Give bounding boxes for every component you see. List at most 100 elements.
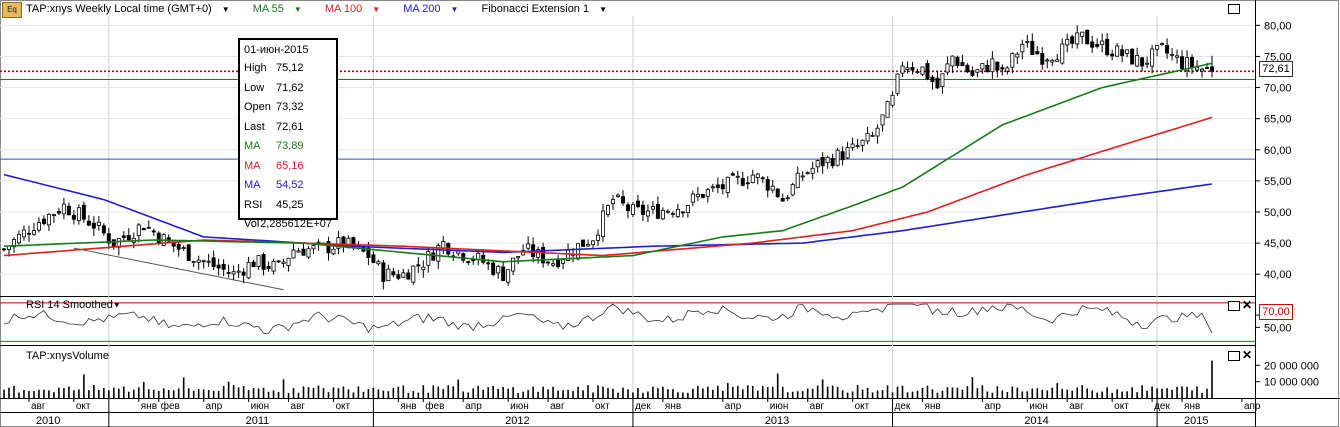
candle-body — [266, 265, 271, 270]
month-label: янв — [1184, 401, 1200, 412]
candle-body — [306, 248, 311, 258]
candle-body — [925, 63, 930, 80]
candle-body — [371, 254, 376, 263]
ma55-menu[interactable]: MA 55 ▼ — [253, 3, 312, 15]
candle-body — [376, 261, 381, 265]
year-label: 2014 — [1024, 415, 1048, 427]
month-label: июн — [251, 401, 270, 412]
symbol-label: TAP:xnys Weekly Local time (GMT+0) — [26, 3, 212, 15]
candle-body — [1050, 59, 1055, 63]
candle-body — [1120, 49, 1125, 57]
year-label: 2012 — [505, 415, 529, 427]
dropdown-icon: ▼ — [221, 4, 230, 14]
candle-body — [1180, 56, 1185, 69]
price-tick-label: 40,00 — [1264, 269, 1292, 281]
candle-body — [511, 257, 516, 272]
candle-body — [91, 222, 96, 229]
candle-body — [865, 133, 870, 142]
candle-body — [271, 261, 276, 272]
candle-body — [760, 177, 765, 180]
candle-body — [31, 230, 36, 235]
candle-body — [885, 101, 890, 118]
candle-body — [71, 215, 76, 220]
candle-body — [1045, 59, 1050, 62]
month-label: авг — [291, 401, 306, 412]
info-value: 72,61 — [276, 120, 304, 133]
candle-body — [526, 243, 531, 249]
candle-body — [51, 213, 56, 216]
candle-body — [1140, 57, 1145, 67]
candle-body — [755, 173, 760, 179]
candle-body — [1005, 67, 1010, 72]
candle-body — [41, 218, 46, 224]
price-tick-label: 65,00 — [1264, 114, 1292, 126]
candle-body — [86, 220, 91, 226]
year-label: 2011 — [246, 415, 270, 427]
candle-body — [1065, 38, 1070, 46]
candle-body — [246, 261, 251, 279]
ma200-menu[interactable]: MA 200 ▼ — [403, 3, 468, 15]
price-tick-label: 70,00 — [1264, 83, 1292, 95]
candle-body — [276, 260, 281, 263]
candle-body — [36, 222, 41, 231]
candle-body — [56, 211, 61, 214]
candle-body — [1135, 55, 1140, 67]
candle-body — [830, 158, 835, 167]
info-value: 2,285612E+07 — [260, 218, 332, 230]
info-key: MA — [244, 179, 261, 191]
candle-body — [765, 179, 770, 191]
candle-body — [1175, 55, 1180, 58]
candle-body — [880, 114, 885, 126]
maximize-price-pane-icon[interactable] — [1228, 4, 1240, 14]
rsi-pane-label[interactable]: RSI 14 Smoothed▼ — [26, 299, 121, 311]
candle-body — [416, 264, 421, 267]
candle-body — [326, 241, 331, 254]
candle-body — [106, 233, 111, 244]
candle-body — [905, 67, 910, 70]
candle-body — [640, 204, 645, 215]
candle-body — [835, 149, 840, 166]
info-row: MA 54,52 — [244, 176, 332, 196]
info-key: RSI — [244, 198, 263, 211]
candle-body — [850, 143, 855, 148]
fibonacci-menu[interactable]: Fibonacci Extension 1 ▼ — [481, 3, 617, 15]
maximize-rsi-pane-icon[interactable] — [1228, 301, 1240, 311]
ma55-line — [3, 62, 1213, 263]
candle-body — [1150, 48, 1155, 67]
month-label: фев — [425, 400, 444, 412]
candle-body — [655, 204, 660, 219]
equity-badge-icon[interactable]: Eq — [2, 2, 22, 18]
year-label: 2015 — [1184, 415, 1208, 427]
info-key: Last — [244, 120, 265, 133]
candle-body — [780, 197, 785, 202]
info-key: MA — [244, 159, 261, 172]
candle-body — [820, 156, 825, 167]
ma100-menu[interactable]: MA 100 ▼ — [325, 3, 390, 15]
candle-body — [745, 182, 750, 185]
candle-body — [875, 127, 880, 137]
symbol-menu[interactable]: TAP:xnys Weekly Local time (GMT+0) ▼ — [26, 3, 240, 15]
close-rsi-pane-icon[interactable]: ✕ — [1242, 298, 1253, 312]
candle-body — [1210, 66, 1215, 72]
volume-pane-label[interactable]: TAP:xnysVolume — [26, 350, 109, 362]
info-row: Open 73,32 — [244, 98, 332, 118]
info-date: 01-июн-2015 — [244, 44, 309, 56]
dropdown-icon: ▼ — [599, 4, 608, 14]
close-volume-pane-icon[interactable]: ✕ — [1242, 348, 1253, 362]
candle-body — [625, 204, 630, 212]
candle-body — [216, 264, 221, 269]
candle-body — [930, 76, 935, 83]
candle-body — [1020, 43, 1025, 53]
candle-body — [261, 254, 266, 270]
candle-body — [685, 205, 690, 214]
candle-body — [1090, 41, 1095, 48]
candle-body — [665, 210, 670, 213]
candle-body — [680, 211, 685, 214]
candle-body — [1080, 31, 1085, 37]
candle-body — [1085, 29, 1090, 45]
candle-body — [990, 58, 995, 73]
info-value: 73,32 — [276, 101, 304, 113]
month-label: окт — [335, 401, 350, 412]
maximize-volume-pane-icon[interactable] — [1228, 351, 1240, 361]
